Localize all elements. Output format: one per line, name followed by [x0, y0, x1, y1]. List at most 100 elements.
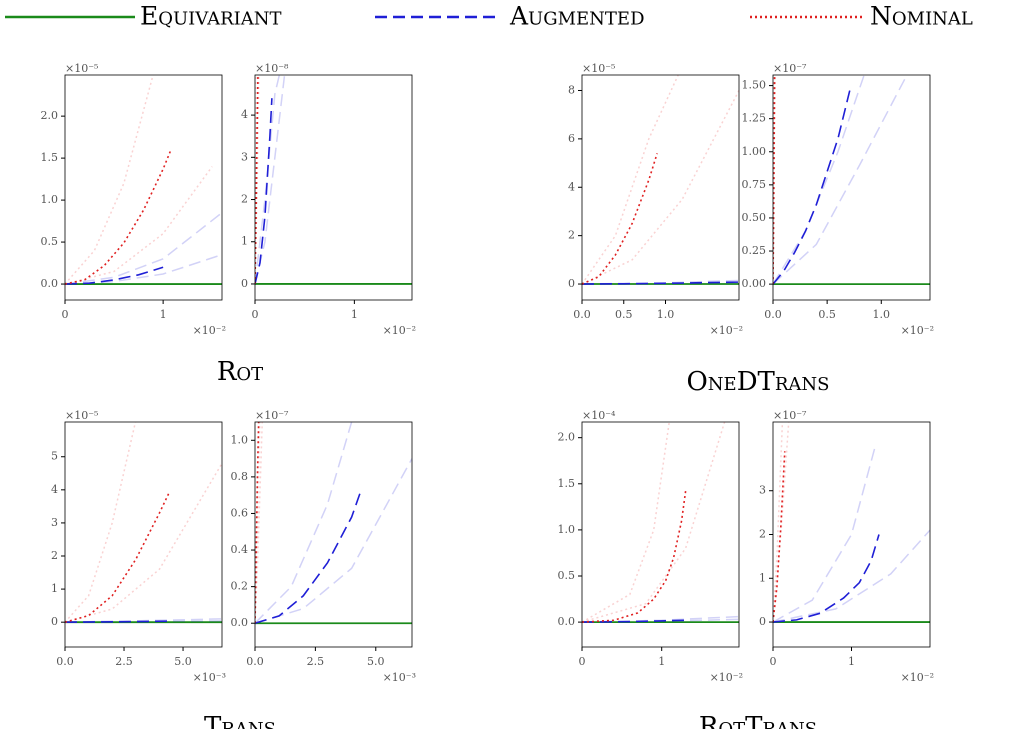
faint-run: [582, 422, 726, 623]
y-tick-label: 0.5: [41, 235, 59, 248]
legend-label: Augmented: [509, 2, 645, 31]
faint-run: [65, 212, 222, 285]
series-line: [65, 620, 169, 623]
y-tick-label: 2: [51, 549, 58, 562]
faint-run: [65, 166, 213, 285]
faint-run: [255, 75, 286, 285]
y-tick-label: 0: [759, 615, 766, 628]
y-offset-label: ×10⁻⁷: [773, 62, 807, 75]
y-tick-label: 1.50: [742, 79, 767, 92]
group-title: OneDTrans: [686, 367, 829, 397]
series-line: [582, 153, 658, 285]
x-tick-label: 0: [252, 308, 259, 321]
x-offset-label: ×10⁻²: [901, 324, 934, 337]
x-tick-label: 0.0: [764, 308, 782, 321]
y-tick-label: 2: [568, 229, 575, 242]
y-tick-label: 2: [241, 193, 248, 206]
axes-frame: [254, 74, 413, 301]
y-tick-label: 0.2: [231, 580, 249, 593]
plot-area: [773, 75, 930, 286]
y-tick-label: 3: [759, 484, 766, 497]
faint-run: [773, 422, 784, 623]
faint-run: [582, 90, 739, 285]
plot-area: [582, 422, 739, 624]
x-tick-label: 0.5: [818, 308, 836, 321]
x-tick-label: 1: [658, 655, 665, 668]
x-tick-label: 2.5: [115, 655, 133, 668]
group-title: Rot: [217, 357, 263, 387]
y-tick-label: 3: [51, 516, 58, 529]
axes-frame: [254, 421, 413, 648]
y-tick-label: 0.0: [41, 277, 59, 290]
x-offset-label: ×10⁻²: [193, 324, 226, 337]
x-tick-label: 0.0: [56, 655, 74, 668]
y-offset-label: ×10⁻⁷: [773, 409, 807, 422]
y-tick-label: 4: [241, 108, 248, 121]
plot-area: [255, 75, 412, 285]
plot-area: [255, 422, 412, 625]
x-offset-label: ×10⁻³: [383, 671, 416, 684]
faint-run: [65, 75, 154, 285]
faint-run: [65, 253, 222, 285]
y-tick-label: 3: [241, 150, 248, 163]
y-offset-label: ×10⁻⁵: [65, 62, 98, 75]
x-tick-label: 1.0: [873, 308, 891, 321]
y-offset-label: ×10⁻⁸: [255, 62, 289, 75]
axes-frame: [64, 74, 223, 301]
faint-run: [582, 422, 671, 623]
y-tick-label: 0.25: [742, 244, 767, 257]
x-tick-label: 2.5: [307, 655, 325, 668]
y-tick-label: 0: [51, 615, 58, 628]
y-tick-label: 4: [568, 180, 575, 193]
x-tick-label: 0.5: [615, 308, 633, 321]
x-tick-label: 1.0: [657, 308, 675, 321]
x-offset-label: ×10⁻²: [710, 671, 743, 684]
faint-run: [255, 75, 281, 285]
faint-run: [773, 446, 876, 623]
y-tick-label: 1: [759, 571, 766, 584]
x-offset-label: ×10⁻²: [710, 324, 743, 337]
series-line: [65, 492, 170, 623]
y-tick-label: 5: [51, 450, 58, 463]
x-tick-label: 1: [351, 308, 358, 321]
y-offset-label: ×10⁻⁵: [582, 62, 615, 75]
y-tick-label: 0.6: [231, 506, 249, 519]
y-tick-label: 0.5: [558, 569, 576, 582]
x-tick-label: 5.0: [174, 655, 192, 668]
legend-label: Equivariant: [140, 2, 281, 31]
y-tick-label: 0.0: [231, 616, 249, 629]
plot-area: [773, 422, 930, 623]
x-offset-label: ×10⁻³: [193, 671, 226, 684]
series-line: [65, 266, 164, 285]
x-tick-label: 0: [770, 655, 777, 668]
x-offset-label: ×10⁻²: [383, 324, 416, 337]
y-tick-label: 1: [51, 582, 58, 595]
y-tick-label: 0: [568, 277, 575, 290]
y-offset-label: ×10⁻⁴: [582, 409, 616, 422]
series-line: [773, 451, 786, 623]
y-tick-label: 1: [241, 235, 248, 248]
y-tick-label: 6: [568, 132, 575, 145]
faint-run: [255, 422, 353, 624]
y-tick-label: 1.0: [231, 433, 249, 446]
x-tick-label: 0.0: [573, 308, 591, 321]
x-tick-label: 1: [848, 655, 855, 668]
y-tick-label: 0.0: [558, 615, 576, 628]
series-line: [255, 489, 363, 624]
faint-run: [773, 529, 930, 623]
series-line: [773, 534, 880, 623]
y-tick-label: 1.0: [41, 193, 59, 206]
y-tick-label: 1.00: [742, 145, 767, 158]
plot-area: [65, 422, 222, 624]
y-tick-label: 0.75: [742, 178, 767, 191]
faint-run: [773, 75, 865, 285]
legend-label: Nominal: [870, 2, 973, 31]
faint-run: [65, 422, 137, 623]
series-line: [255, 422, 260, 624]
y-offset-label: ×10⁻⁷: [255, 409, 289, 422]
y-tick-label: 0.00: [742, 277, 767, 290]
series-line: [582, 281, 739, 285]
x-tick-label: 0: [62, 308, 69, 321]
y-offset-label: ×10⁻⁵: [65, 409, 98, 422]
